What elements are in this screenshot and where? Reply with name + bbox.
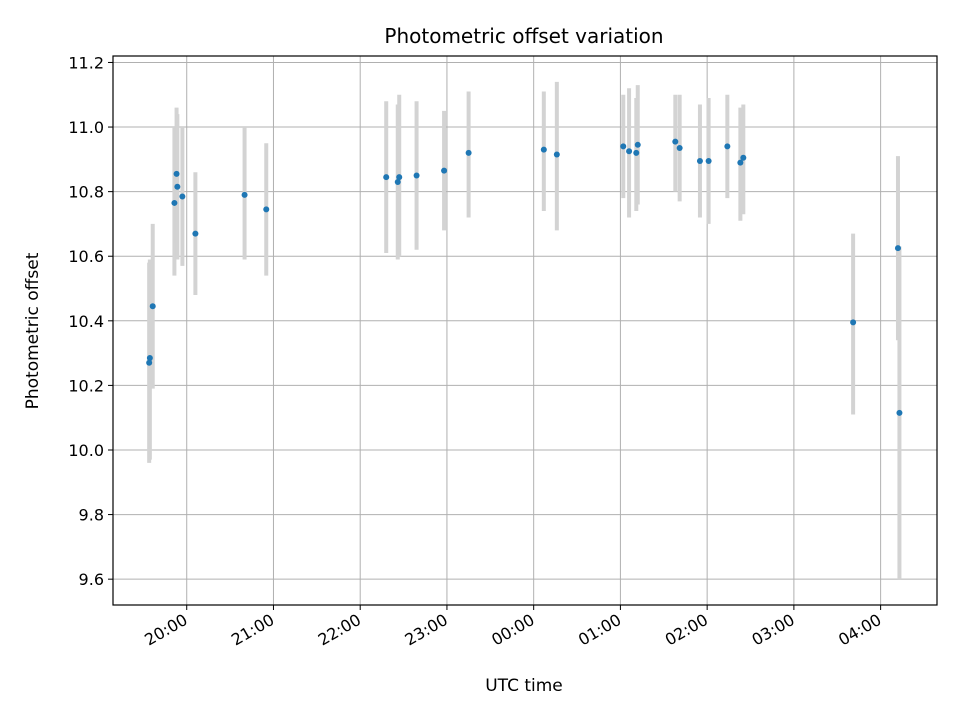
data-point: [633, 149, 640, 156]
data-point: [850, 319, 857, 326]
y-tick-label: 10.4: [68, 312, 104, 331]
data-point: [146, 359, 153, 366]
data-point: [171, 199, 178, 206]
data-point: [192, 230, 199, 237]
data-point: [672, 138, 679, 145]
data-point: [896, 409, 903, 416]
grid-lines: [113, 56, 937, 605]
chart-title: Photometric offset variation: [384, 24, 663, 48]
data-point: [173, 170, 180, 177]
data-point: [553, 151, 560, 158]
data-point: [413, 172, 420, 179]
data-point: [174, 183, 181, 190]
data-point: [396, 174, 403, 181]
data-point: [263, 206, 270, 213]
data-point: [394, 178, 401, 185]
data-point: [620, 143, 627, 150]
data-point: [626, 148, 633, 155]
data-point: [696, 157, 703, 164]
data-point: [179, 193, 186, 200]
y-tick-label: 10.0: [68, 441, 104, 460]
data-point: [241, 191, 248, 198]
data-point: [724, 143, 731, 150]
y-tick-label: 10.2: [68, 376, 104, 395]
data-point: [146, 354, 153, 361]
data-point: [465, 149, 472, 156]
data-points: [146, 138, 903, 416]
data-point: [634, 141, 641, 148]
y-axis-label: Photometric offset: [23, 252, 43, 409]
data-point: [540, 146, 547, 153]
plot-frame: [112, 55, 938, 606]
data-point: [149, 303, 156, 310]
y-tick-label: 10.6: [68, 247, 104, 266]
y-tick-label: 10.8: [68, 183, 104, 202]
data-point: [441, 167, 448, 174]
y-tick-label: 11.2: [68, 53, 104, 72]
y-tick-label: 9.6: [79, 570, 104, 589]
y-tick-label: 11.0: [68, 118, 104, 137]
data-point: [740, 154, 747, 161]
y-axis-ticks: 9.6 9.8 10.0 10.2 10.4 10.6 10.8 11.0 11.2: [68, 53, 113, 589]
data-point: [894, 245, 901, 252]
y-tick-label: 9.8: [79, 506, 104, 525]
data-point: [676, 145, 683, 152]
data-point: [705, 157, 712, 164]
data-point: [383, 174, 390, 181]
data-point: [737, 159, 744, 166]
x-axis-label: UTC time: [485, 676, 563, 696]
